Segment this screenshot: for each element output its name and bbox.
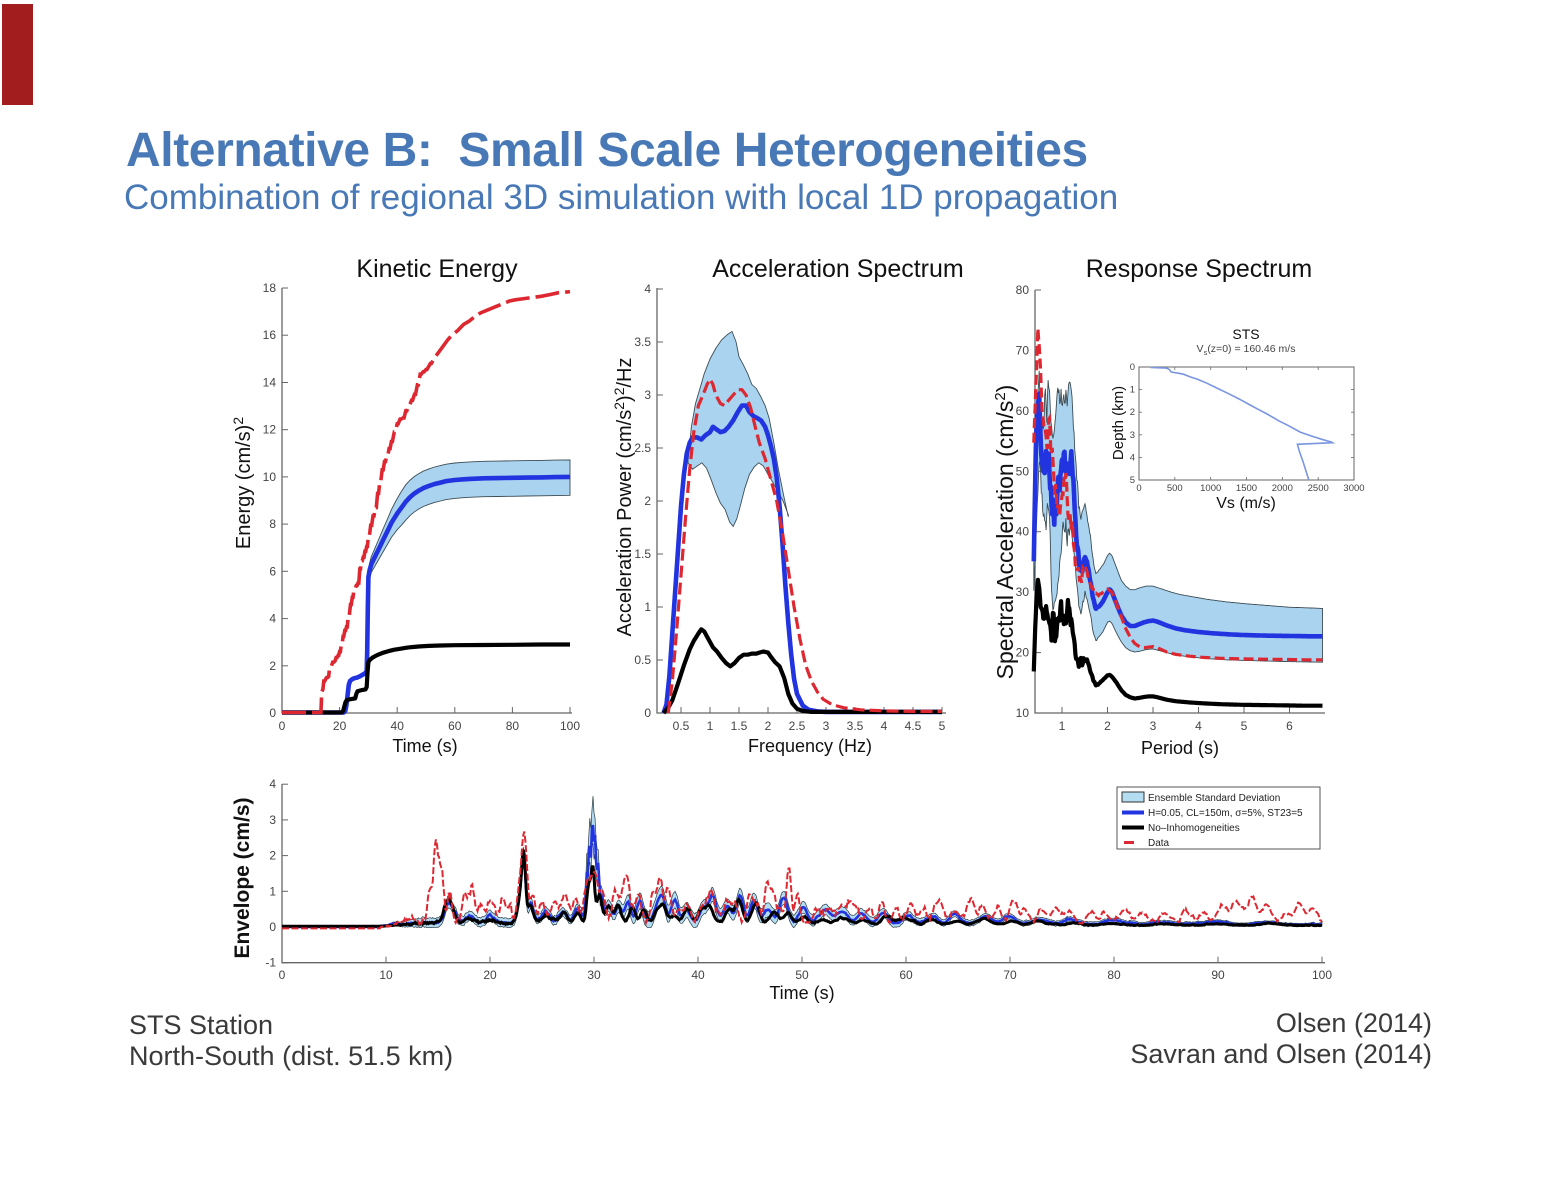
svg-text:50: 50 <box>1016 464 1030 478</box>
svg-text:2500: 2500 <box>1308 483 1329 494</box>
svg-text:1: 1 <box>1059 719 1066 733</box>
svg-text:100: 100 <box>560 719 580 733</box>
svg-text:3.5: 3.5 <box>634 335 651 349</box>
svg-text:Vs (m/s): Vs (m/s) <box>1216 495 1276 512</box>
svg-text:0.5: 0.5 <box>673 719 690 733</box>
svg-text:Acceleration Power (cm/s2)2/Hz: Acceleration Power (cm/s2)2/Hz <box>611 357 636 636</box>
svg-text:5: 5 <box>939 719 946 733</box>
svg-text:0: 0 <box>1130 362 1135 373</box>
svg-text:40: 40 <box>691 968 705 982</box>
svg-text:2: 2 <box>1104 719 1111 733</box>
svg-text:5: 5 <box>1241 719 1248 733</box>
svg-text:2.5: 2.5 <box>634 441 651 455</box>
svg-text:0.5: 0.5 <box>634 653 651 667</box>
svg-text:2: 2 <box>269 659 276 673</box>
svg-text:Spectral Acceleration (cm/s2): Spectral Acceleration (cm/s2) <box>992 385 1018 680</box>
svg-text:4: 4 <box>1130 452 1135 463</box>
svg-text:4: 4 <box>644 282 651 296</box>
svg-text:18: 18 <box>263 281 277 295</box>
svg-text:60: 60 <box>1016 404 1030 418</box>
svg-text:Energy (cm/s)2: Energy (cm/s)2 <box>230 417 255 549</box>
svg-text:1.5: 1.5 <box>731 719 748 733</box>
svg-text:1000: 1000 <box>1200 483 1221 494</box>
svg-text:Response Spectrum: Response Spectrum <box>1086 255 1313 283</box>
svg-text:2: 2 <box>765 719 772 733</box>
svg-text:Time (s): Time (s) <box>392 736 457 756</box>
svg-text:30: 30 <box>1016 585 1030 599</box>
svg-text:90: 90 <box>1211 968 1225 982</box>
svg-text:Period (s): Period (s) <box>1141 738 1219 758</box>
svg-text:2.5: 2.5 <box>789 719 806 733</box>
svg-text:Ensemble Standard Deviation: Ensemble Standard Deviation <box>1148 793 1280 804</box>
svg-text:4: 4 <box>881 719 888 733</box>
svg-text:0: 0 <box>269 706 276 720</box>
svg-text:4.5: 4.5 <box>905 719 922 733</box>
svg-text:2: 2 <box>269 849 276 863</box>
svg-text:10: 10 <box>379 968 393 982</box>
svg-text:3000: 3000 <box>1343 483 1364 494</box>
svg-text:1: 1 <box>644 600 651 614</box>
svg-text:2: 2 <box>644 494 651 508</box>
svg-text:Time (s): Time (s) <box>769 983 834 1003</box>
svg-text:Frequency (Hz): Frequency (Hz) <box>748 736 872 756</box>
svg-text:H=0.05, CL=150m, σ=5%, ST23=5: H=0.05, CL=150m, σ=5%, ST23=5 <box>1148 808 1303 819</box>
svg-text:1500: 1500 <box>1236 483 1257 494</box>
svg-text:3: 3 <box>1150 719 1157 733</box>
svg-text:20: 20 <box>483 968 497 982</box>
svg-text:16: 16 <box>263 328 277 342</box>
svg-text:3: 3 <box>823 719 830 733</box>
svg-text:0: 0 <box>279 968 286 982</box>
svg-text:50: 50 <box>795 968 809 982</box>
svg-text:12: 12 <box>263 423 277 437</box>
svg-text:Vs(z=0) = 160.46 m/s: Vs(z=0) = 160.46 m/s <box>1197 343 1296 357</box>
svg-text:500: 500 <box>1167 483 1183 494</box>
svg-text:0: 0 <box>644 706 651 720</box>
svg-text:10: 10 <box>1016 706 1030 720</box>
svg-text:14: 14 <box>263 376 277 390</box>
svg-text:2000: 2000 <box>1272 483 1293 494</box>
svg-text:Data: Data <box>1148 838 1170 849</box>
svg-text:2: 2 <box>1130 407 1135 418</box>
svg-text:6: 6 <box>269 564 276 578</box>
svg-text:4: 4 <box>269 777 276 791</box>
svg-text:4: 4 <box>1195 719 1202 733</box>
svg-text:Kinetic Energy: Kinetic Energy <box>356 255 518 283</box>
svg-text:1.5: 1.5 <box>634 547 651 561</box>
svg-text:Acceleration Spectrum: Acceleration Spectrum <box>712 255 964 283</box>
svg-text:60: 60 <box>448 719 462 733</box>
svg-text:-1: -1 <box>265 956 276 970</box>
svg-text:0: 0 <box>1136 483 1141 494</box>
svg-text:1: 1 <box>707 719 714 733</box>
svg-text:6: 6 <box>1286 719 1293 733</box>
svg-text:4: 4 <box>269 612 276 626</box>
svg-text:3: 3 <box>269 813 276 827</box>
svg-text:3: 3 <box>1130 430 1135 441</box>
svg-text:100: 100 <box>1312 968 1332 982</box>
svg-text:30: 30 <box>587 968 601 982</box>
svg-text:No–Inhomogeneities: No–Inhomogeneities <box>1148 823 1240 834</box>
svg-text:70: 70 <box>1016 343 1030 357</box>
svg-text:Depth (km): Depth (km) <box>1110 386 1127 460</box>
svg-text:3.5: 3.5 <box>847 719 864 733</box>
svg-text:10: 10 <box>263 470 277 484</box>
svg-text:0: 0 <box>279 719 286 733</box>
svg-text:80: 80 <box>1016 283 1030 297</box>
svg-text:0: 0 <box>269 920 276 934</box>
svg-text:80: 80 <box>506 719 520 733</box>
svg-text:STS: STS <box>1232 326 1259 342</box>
svg-text:40: 40 <box>1016 525 1030 539</box>
svg-text:1: 1 <box>1130 385 1135 396</box>
svg-text:80: 80 <box>1107 968 1121 982</box>
svg-text:5: 5 <box>1130 475 1135 486</box>
svg-text:70: 70 <box>1003 968 1017 982</box>
svg-text:60: 60 <box>899 968 913 982</box>
svg-text:20: 20 <box>1016 646 1030 660</box>
svg-text:20: 20 <box>333 719 347 733</box>
svg-text:Envelope (cm/s): Envelope (cm/s) <box>231 797 254 958</box>
svg-text:40: 40 <box>391 719 405 733</box>
svg-text:8: 8 <box>269 517 276 531</box>
svg-text:1: 1 <box>269 884 276 898</box>
svg-text:3: 3 <box>644 388 651 402</box>
